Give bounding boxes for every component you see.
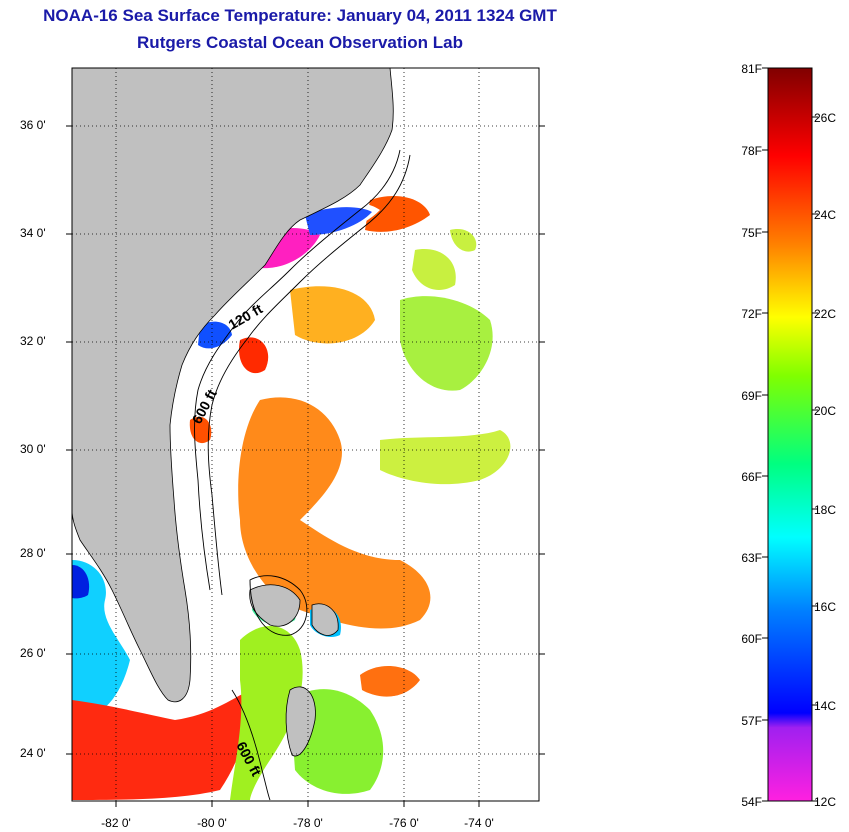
land-mass [72, 68, 394, 703]
map-area [72, 68, 539, 801]
colorbar-label-66f: 66F [741, 470, 762, 484]
colorbar-label-72f: 72F [741, 307, 762, 321]
map-frame [71, 67, 540, 802]
sst-patches [72, 195, 511, 800]
colorbar-label-63f: 63F [741, 551, 762, 565]
lon-label-76: -76 0' [389, 816, 419, 830]
colorbar-label-18c: 18C [814, 503, 837, 517]
colorbar-label-57f: 57F [741, 714, 762, 728]
map-subtitle: Rutgers Coastal Ocean Observation Lab [137, 33, 463, 52]
colorbar-label-24c: 24C [814, 208, 837, 222]
colorbar-label-75f: 75F [741, 226, 762, 240]
map-title: NOAA-16 Sea Surface Temperature: January… [43, 6, 557, 25]
lon-label-74: -74 0' [464, 816, 494, 830]
lat-label-30: 30 0' [20, 442, 46, 456]
lon-label-82: -82 0' [101, 816, 131, 830]
tick-marks [66, 125, 545, 807]
lat-label-26: 26 0' [20, 646, 46, 660]
colorbar-label-78f: 78F [741, 144, 762, 158]
lon-label-80: -80 0' [197, 816, 227, 830]
lat-label-36: 36 0' [20, 118, 46, 132]
colorbar-label-22c: 22C [814, 307, 837, 321]
lon-label-78: -78 0' [293, 816, 323, 830]
colorbar-label-69f: 69F [741, 389, 762, 403]
colorbar-label-54f: 54F [741, 795, 762, 809]
island-andros [249, 584, 301, 627]
colorbar-label-81f: 81F [741, 62, 762, 76]
colorbar-label-60f: 60F [741, 632, 762, 646]
lat-label-34: 34 0' [20, 226, 46, 240]
colorbar-label-14c: 14C [814, 699, 837, 713]
colorbar-ticks [762, 67, 818, 802]
colorbar-label-16c: 16C [814, 600, 837, 614]
lat-label-28: 28 0' [20, 546, 46, 560]
island-abaco [311, 603, 339, 636]
colorbar-label-12c: 12C [814, 795, 837, 809]
colorbar-label-26c: 26C [814, 111, 837, 125]
colorbar [767, 67, 813, 802]
colorbar-label-20c: 20C [814, 404, 837, 418]
lat-label-32: 32 0' [20, 334, 46, 348]
lat-label-24: 24 0' [20, 746, 46, 760]
